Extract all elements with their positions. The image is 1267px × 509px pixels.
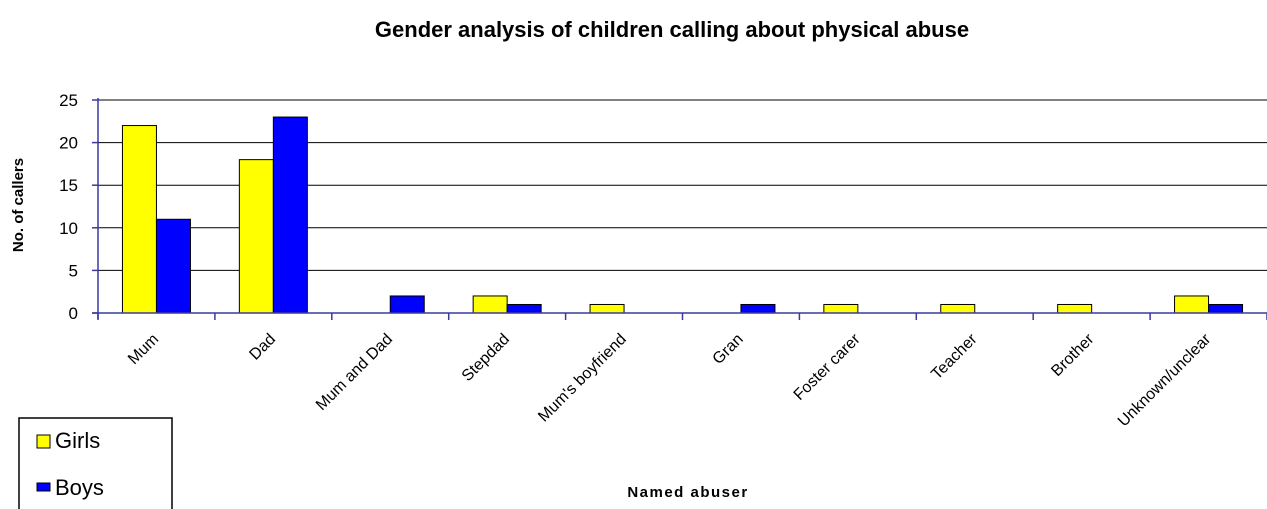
x-tick-label: Mum and Dad xyxy=(313,331,396,414)
y-tick-label: 5 xyxy=(69,261,78,280)
bar-boys-5 xyxy=(740,303,776,314)
legend-label-girls: Girls xyxy=(55,428,100,453)
bar-boys-1 xyxy=(272,116,308,314)
bar-girls-4 xyxy=(589,303,625,314)
x-tick-label: Gran xyxy=(710,331,747,368)
legend-swatch-girls xyxy=(36,434,51,449)
legend-label-boys: Boys xyxy=(55,475,104,500)
bar-boys-0 xyxy=(155,218,191,314)
x-tick-labels: Mum Dad Mum and Dad Stepdad Mum's boyfriend G… xyxy=(125,330,1215,430)
bar-boys-2 xyxy=(389,295,425,314)
bar-girls-3 xyxy=(472,295,508,314)
x-tick-label: Mum xyxy=(125,331,162,368)
bar-boys-9 xyxy=(1208,303,1244,314)
x-axis-label: Named abuser xyxy=(627,484,748,501)
y-tick-labels: 0 5 10 15 20 25 xyxy=(59,91,78,323)
y-tick-label: 15 xyxy=(59,176,78,195)
x-tick-label: Mum's boyfriend xyxy=(535,331,630,426)
bar-boys-3 xyxy=(506,303,542,314)
x-tick-label: Teacher xyxy=(928,330,981,383)
chart-title: Gender analysis of children calling abou… xyxy=(375,17,969,42)
axes xyxy=(92,98,1267,320)
x-tick-label: Unknown/unclear xyxy=(1115,330,1215,430)
y-tick-label: 20 xyxy=(59,134,78,153)
bar-girls-1 xyxy=(238,159,274,314)
x-tick-label: Foster carer xyxy=(791,330,864,403)
legend-swatch-boys xyxy=(36,482,51,492)
legend-box xyxy=(18,417,173,509)
x-tick-label: Brother xyxy=(1048,330,1098,380)
y-tick-label: 0 xyxy=(69,304,78,323)
bar-girls-0 xyxy=(121,125,157,314)
bar-girls-6 xyxy=(823,303,859,314)
bars xyxy=(121,116,1244,314)
y-tick-label: 10 xyxy=(59,219,78,238)
y-axis-label: No. of callers xyxy=(10,158,27,252)
bar-girls-9 xyxy=(1174,295,1210,314)
x-tick-label: Dad xyxy=(246,331,279,364)
y-tick-label: 25 xyxy=(59,91,78,110)
x-tick-label: Stepdad xyxy=(459,331,513,385)
legend: Girls Boys xyxy=(18,417,173,509)
bar-girls-8 xyxy=(1057,303,1093,314)
bar-girls-7 xyxy=(940,303,976,314)
